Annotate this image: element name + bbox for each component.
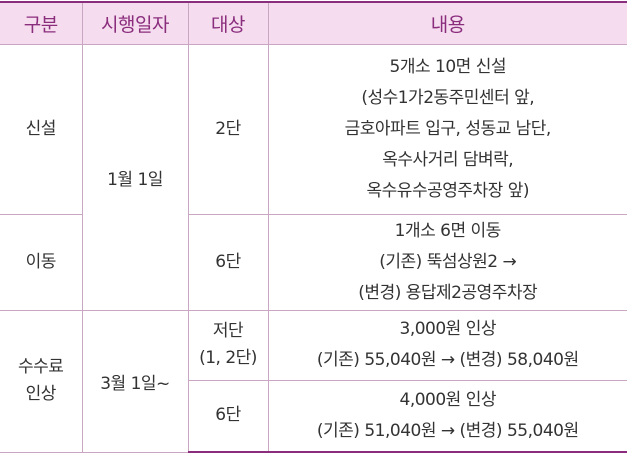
header-row: 구분 시행일자 대상 내용 bbox=[0, 2, 627, 44]
text-line: (기존) 뚝섬상원2 → bbox=[269, 247, 627, 278]
target-cell: 6단 bbox=[188, 380, 268, 452]
text-line: 6단 bbox=[189, 402, 268, 429]
date-cell: 3월 1일~ bbox=[82, 310, 188, 452]
text-line: 3,000원 인상 bbox=[269, 314, 627, 345]
text-line: 인상 bbox=[0, 381, 82, 408]
text-line: (기존) 51,040원 → (변경) 55,040원 bbox=[269, 416, 627, 447]
text-line: 신설 bbox=[0, 116, 82, 143]
text-line: (성수1가2동주민센터 앞, bbox=[269, 83, 627, 114]
header-cell: 시행일자 bbox=[82, 2, 188, 44]
text-line: (변경) 용답제2공영주차장 bbox=[269, 278, 627, 309]
text-line: 수수료 bbox=[0, 354, 82, 381]
content-cell: 1개소 6면 이동(기존) 뚝섬상원2 →(변경) 용답제2공영주차장 bbox=[268, 214, 627, 310]
content-cell: 4,000원 인상(기존) 51,040원 → (변경) 55,040원 bbox=[268, 380, 627, 452]
text-line: 옥수사거리 담벼락, bbox=[269, 145, 627, 176]
date-cell: 1월 1일 bbox=[82, 44, 188, 310]
text-line: 4,000원 인상 bbox=[269, 385, 627, 416]
header-cell: 구분 bbox=[0, 2, 82, 44]
target-cell: 6단 bbox=[188, 214, 268, 310]
text-line: 이동 bbox=[0, 249, 82, 276]
text-line: 옥수유수공영주차장 앞) bbox=[269, 176, 627, 207]
text-line: 2단 bbox=[189, 116, 268, 143]
header-cell: 대상 bbox=[188, 2, 268, 44]
text-line: 금호아파트 입구, 성동교 남단, bbox=[269, 114, 627, 145]
target-cell: 2단 bbox=[188, 44, 268, 214]
text-line: (1, 2단) bbox=[189, 345, 268, 372]
category-cell: 이동 bbox=[0, 214, 82, 310]
text-line: 저단 bbox=[189, 318, 268, 345]
text-line: 1개소 6면 이동 bbox=[269, 216, 627, 247]
target-cell: 저단(1, 2단) bbox=[188, 310, 268, 380]
text-line: (기존) 55,040원 → (변경) 58,040원 bbox=[269, 345, 627, 376]
text-line: 6단 bbox=[189, 249, 268, 276]
row: 신설 1월 1일 2단 5개소 10면 신설(성수1가2동주민센터 앞,금호아파… bbox=[0, 44, 627, 214]
category-cell: 신설 bbox=[0, 44, 82, 214]
content-cell: 3,000원 인상(기존) 55,040원 → (변경) 58,040원 bbox=[268, 310, 627, 380]
header-cell: 내용 bbox=[268, 2, 627, 44]
text-line: 5개소 10면 신설 bbox=[269, 52, 627, 83]
content-cell: 5개소 10면 신설(성수1가2동주민센터 앞,금호아파트 입구, 성동교 남단… bbox=[268, 44, 627, 214]
